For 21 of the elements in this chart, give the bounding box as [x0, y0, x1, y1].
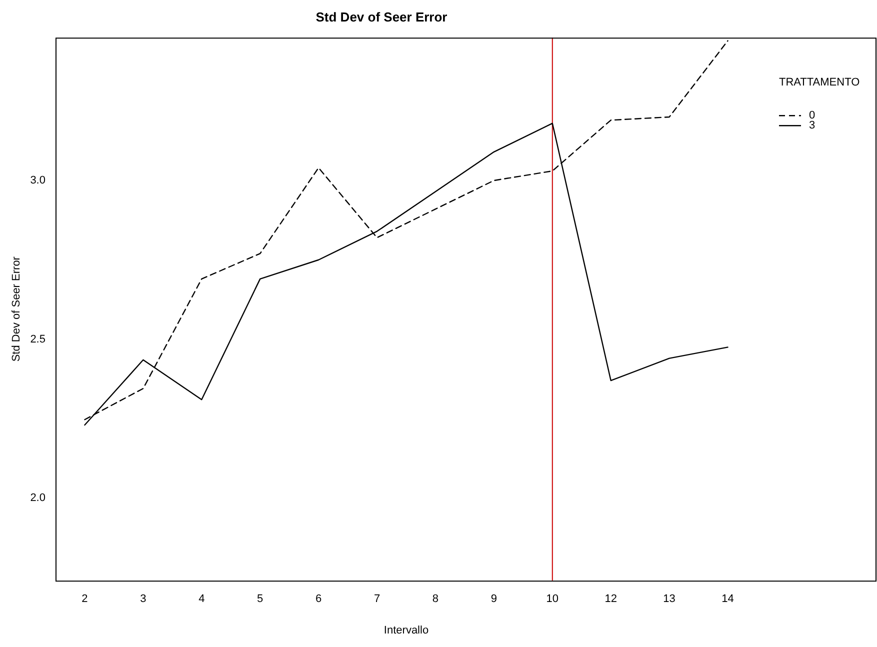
x-tick-label: 13 [663, 593, 676, 606]
legend-label: 0 [809, 110, 816, 122]
y-tick-label: 3.0 [30, 174, 46, 187]
chart-title: Std Dev of Seer Error [316, 9, 448, 24]
legend-label: 3 [809, 120, 816, 132]
x-tick-label: 6 [315, 593, 322, 606]
y-tick-label: 2.0 [30, 492, 46, 504]
x-tick-label: 3 [140, 593, 146, 606]
x-tick-label: 12 [604, 593, 617, 606]
legend-title: TRATTAMENTO [779, 76, 860, 89]
y-axis-title: Std Dev of Seer Error [10, 256, 23, 362]
x-tick-label: 10 [546, 593, 559, 606]
x-tick-label: 7 [374, 593, 380, 606]
x-tick-label: 4 [198, 593, 205, 606]
y-tick-label: 2.5 [30, 333, 46, 346]
x-tick-label: 5 [257, 593, 264, 606]
x-tick-label: 9 [490, 593, 497, 606]
x-tick-label: 8 [432, 593, 439, 606]
x-tick-label: 2 [82, 593, 88, 606]
x-tick-label: 14 [722, 593, 734, 606]
x-axis-title: Intervallo [384, 624, 429, 636]
